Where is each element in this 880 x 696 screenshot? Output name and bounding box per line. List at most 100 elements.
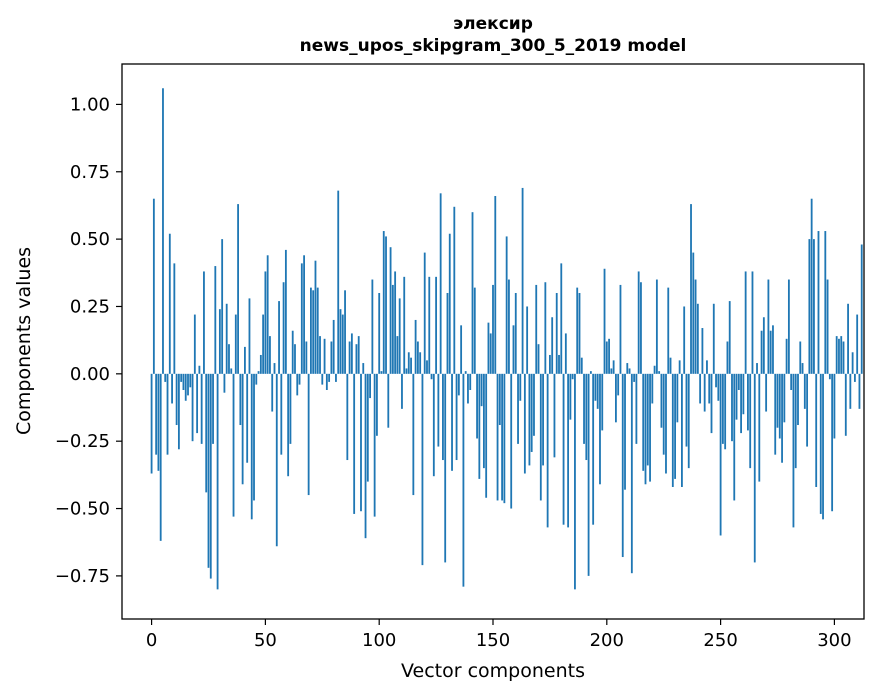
bar-38 xyxy=(237,204,239,374)
chart-title: элексир xyxy=(453,14,533,34)
bar-35 xyxy=(230,368,233,374)
bar-56 xyxy=(278,301,280,374)
bar-256 xyxy=(733,373,736,501)
bar-183 xyxy=(567,373,570,528)
bar-279 xyxy=(785,338,788,374)
bar-46 xyxy=(255,373,258,385)
bar-295 xyxy=(822,373,824,520)
bar-255 xyxy=(731,373,733,442)
bar-65 xyxy=(298,373,301,385)
bar-84 xyxy=(341,314,344,374)
bar-224 xyxy=(660,373,663,428)
bar-263 xyxy=(749,373,752,469)
bar-39 xyxy=(239,373,242,426)
bar-208 xyxy=(624,373,626,490)
bar-193 xyxy=(589,371,592,374)
bar-49 xyxy=(262,314,265,374)
bar-209 xyxy=(626,363,629,374)
bar-267 xyxy=(758,373,761,482)
bar-97 xyxy=(371,279,374,374)
bar-258 xyxy=(737,373,740,390)
bar-32 xyxy=(223,373,226,393)
bar-36 xyxy=(232,373,235,517)
bar-205 xyxy=(617,373,620,396)
bar-287 xyxy=(803,373,806,409)
bar-176 xyxy=(551,317,554,374)
bar-226 xyxy=(665,373,667,474)
bar-24 xyxy=(205,373,208,493)
bar-73 xyxy=(316,287,319,374)
bar-101 xyxy=(380,371,383,374)
bar-37 xyxy=(234,314,237,374)
bar-10 xyxy=(173,263,176,374)
bar-194 xyxy=(592,373,595,525)
bar-93 xyxy=(362,363,365,374)
bar-250 xyxy=(719,373,722,536)
bar-162 xyxy=(519,373,522,401)
bar-239 xyxy=(694,279,697,374)
bar-312 xyxy=(860,244,863,374)
bar-89 xyxy=(353,373,356,514)
bar-90 xyxy=(355,344,358,374)
bar-75 xyxy=(321,373,324,385)
bar-122 xyxy=(428,276,431,374)
y-tick-label: 0.25 xyxy=(70,296,110,317)
bar-47 xyxy=(257,371,260,374)
bar-277 xyxy=(781,373,783,463)
bar-181 xyxy=(562,373,565,525)
bar-13 xyxy=(180,373,183,382)
bar-307 xyxy=(849,373,852,409)
x-tick-label: 300 xyxy=(817,630,851,651)
bar-273 xyxy=(772,325,774,374)
bar-161 xyxy=(517,373,519,444)
x-tick-label: 250 xyxy=(703,630,737,651)
bar-115 xyxy=(412,373,415,496)
bar-62 xyxy=(291,330,294,374)
bar-25 xyxy=(207,373,210,568)
bar-15 xyxy=(184,373,187,401)
bar-308 xyxy=(851,352,854,374)
bar-40 xyxy=(241,373,244,485)
bar-174 xyxy=(546,373,549,528)
bar-63 xyxy=(294,344,296,374)
bar-213 xyxy=(635,373,638,444)
bar-41 xyxy=(244,346,246,374)
bar-33 xyxy=(225,303,228,374)
bar-3 xyxy=(157,373,160,471)
bar-259 xyxy=(740,373,742,434)
bar-12 xyxy=(177,373,180,450)
bar-72 xyxy=(314,260,317,374)
bar-113 xyxy=(407,352,410,374)
bar-48 xyxy=(259,354,262,374)
bar-178 xyxy=(555,293,558,374)
bar-55 xyxy=(275,373,278,547)
bar-222 xyxy=(655,279,658,374)
bar-76 xyxy=(323,338,326,374)
bar-170 xyxy=(537,344,540,374)
bar-288 xyxy=(806,373,809,447)
bar-298 xyxy=(828,373,831,380)
bar-44 xyxy=(250,373,253,520)
bar-303 xyxy=(840,336,843,374)
bar-156 xyxy=(505,236,508,374)
bar-78 xyxy=(328,373,331,382)
bar-110 xyxy=(401,373,403,409)
bar-272 xyxy=(769,330,772,374)
bar-180 xyxy=(560,263,563,374)
bar-152 xyxy=(496,373,499,501)
bar-83 xyxy=(339,309,342,374)
bar-242 xyxy=(701,328,704,374)
bar-285 xyxy=(799,341,802,374)
y-tick-label: −0.25 xyxy=(55,431,110,452)
bar-249 xyxy=(717,373,720,401)
bar-74 xyxy=(319,336,321,374)
bar-252 xyxy=(724,373,727,450)
bar-195 xyxy=(594,373,597,401)
bar-34 xyxy=(228,344,230,374)
bar-293 xyxy=(817,231,820,374)
bar-184 xyxy=(569,373,572,420)
bar-147 xyxy=(485,373,488,498)
bar-210 xyxy=(628,368,631,374)
bar-134 xyxy=(455,373,458,461)
bar-302 xyxy=(838,338,840,374)
